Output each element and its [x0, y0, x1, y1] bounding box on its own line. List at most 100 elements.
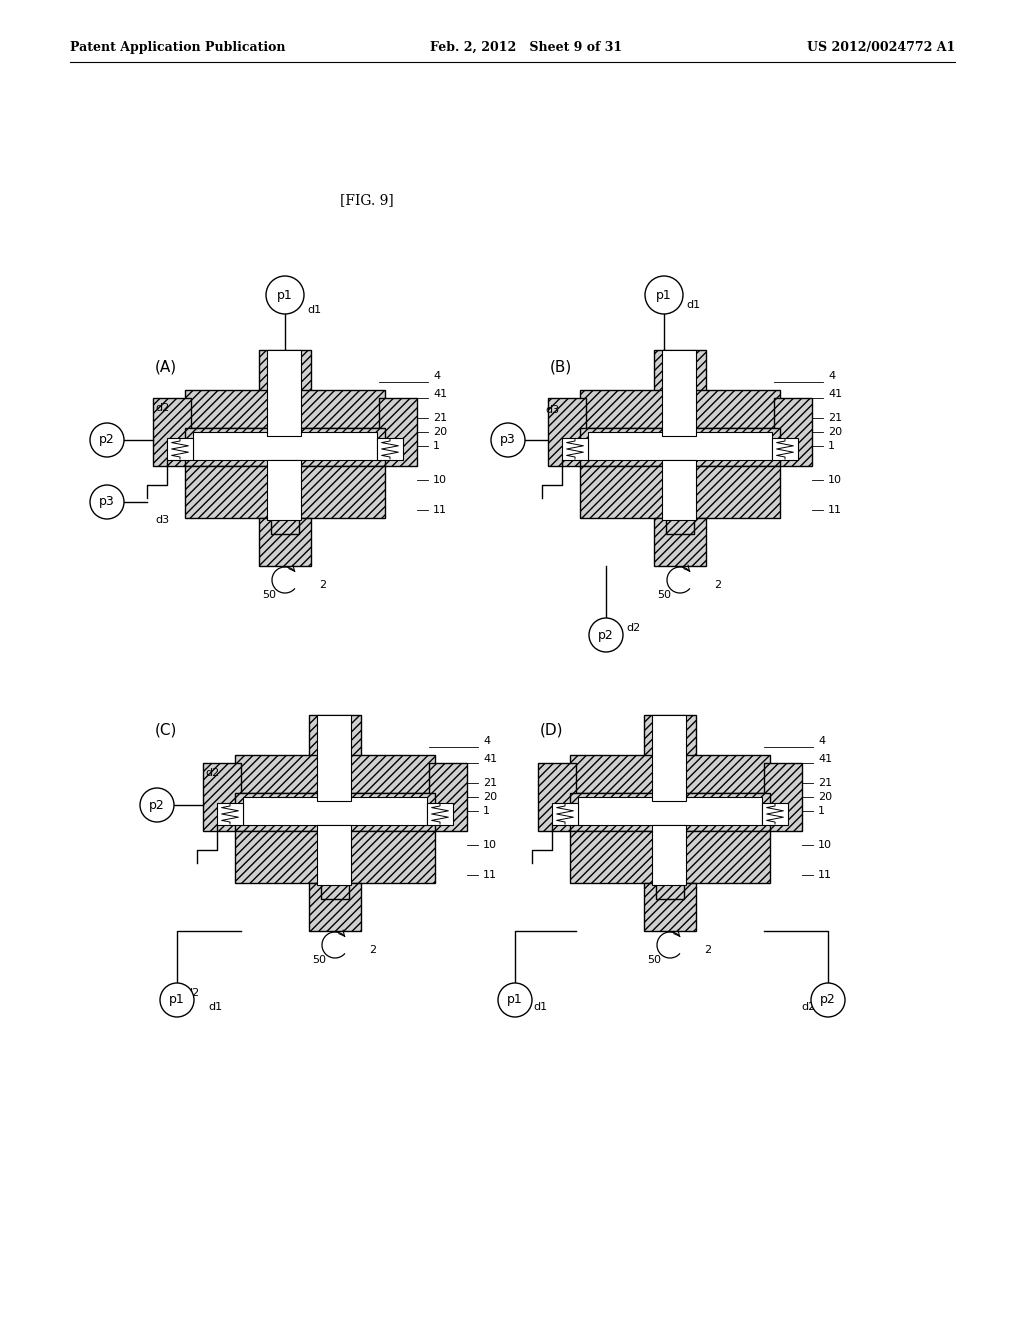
Bar — [652, 715, 686, 801]
Circle shape — [498, 983, 532, 1016]
Text: p1: p1 — [169, 994, 185, 1006]
Bar — [772, 438, 798, 459]
Bar — [652, 825, 686, 884]
Bar — [662, 350, 696, 436]
Text: p1: p1 — [507, 994, 523, 1006]
Bar — [548, 399, 586, 466]
Bar — [570, 832, 770, 883]
Text: (A): (A) — [155, 359, 177, 375]
Bar — [317, 825, 351, 884]
Bar — [309, 715, 361, 756]
Text: p2: p2 — [99, 433, 115, 446]
Text: 2: 2 — [705, 945, 711, 954]
Text: 21: 21 — [483, 777, 497, 788]
Circle shape — [160, 983, 194, 1016]
Text: 1: 1 — [483, 807, 490, 816]
Bar — [570, 755, 770, 793]
Text: 20: 20 — [818, 792, 833, 803]
Bar — [267, 459, 301, 520]
Text: p1: p1 — [278, 289, 293, 301]
Text: 1: 1 — [818, 807, 825, 816]
Text: 10: 10 — [818, 840, 831, 850]
Text: 50: 50 — [262, 590, 276, 601]
Text: 50: 50 — [657, 590, 671, 601]
Text: 4: 4 — [828, 371, 836, 381]
Text: d3: d3 — [156, 515, 170, 525]
Text: d3: d3 — [546, 405, 560, 414]
Bar — [656, 880, 684, 899]
Text: d2: d2 — [206, 768, 220, 777]
Text: d2: d2 — [156, 403, 170, 413]
Bar — [317, 715, 351, 801]
Text: 11: 11 — [828, 506, 842, 515]
Text: (D): (D) — [540, 722, 563, 738]
Text: 20: 20 — [433, 426, 447, 437]
Circle shape — [811, 983, 845, 1016]
Bar — [764, 763, 802, 832]
Circle shape — [589, 618, 623, 652]
Text: 10: 10 — [828, 475, 842, 484]
Bar — [644, 715, 696, 756]
Circle shape — [90, 484, 124, 519]
Text: 50: 50 — [647, 954, 662, 965]
Text: 2: 2 — [369, 945, 376, 954]
Bar — [193, 432, 377, 459]
Text: 11: 11 — [818, 870, 831, 880]
Circle shape — [266, 276, 304, 314]
Text: 4: 4 — [433, 371, 440, 381]
Bar — [377, 438, 403, 459]
Bar — [167, 438, 193, 459]
Bar — [774, 399, 812, 466]
Bar — [243, 797, 427, 825]
Bar — [153, 399, 191, 466]
Text: 10: 10 — [433, 475, 447, 484]
Text: 50: 50 — [312, 954, 326, 965]
Circle shape — [645, 276, 683, 314]
Text: p1: p1 — [656, 289, 672, 301]
Text: 41: 41 — [483, 754, 497, 764]
Text: 11: 11 — [433, 506, 447, 515]
Bar — [217, 803, 243, 825]
Text: Feb. 2, 2012   Sheet 9 of 31: Feb. 2, 2012 Sheet 9 of 31 — [430, 41, 623, 54]
Circle shape — [490, 422, 525, 457]
Bar — [580, 466, 780, 517]
Text: 41: 41 — [828, 389, 842, 399]
Bar — [259, 517, 311, 566]
Bar — [588, 432, 772, 459]
Text: 41: 41 — [818, 754, 833, 764]
Text: d1: d1 — [686, 300, 700, 310]
Text: 10: 10 — [483, 840, 497, 850]
Bar — [762, 803, 788, 825]
Bar — [234, 793, 435, 832]
Bar — [538, 763, 575, 832]
Bar — [552, 803, 578, 825]
Text: 21: 21 — [818, 777, 833, 788]
Bar — [580, 389, 780, 428]
Text: 11: 11 — [483, 870, 497, 880]
Text: p3: p3 — [99, 495, 115, 508]
Text: d2: d2 — [626, 623, 640, 634]
Text: 20: 20 — [828, 426, 842, 437]
Text: 1: 1 — [828, 441, 835, 451]
Text: d2: d2 — [801, 1002, 815, 1012]
Bar — [429, 763, 467, 832]
Bar — [666, 516, 694, 535]
Bar — [578, 797, 762, 825]
Text: [FIG. 9]: [FIG. 9] — [340, 193, 394, 207]
Text: 21: 21 — [433, 413, 447, 422]
Bar — [644, 883, 696, 931]
Text: d1: d1 — [532, 1002, 547, 1012]
Text: 41: 41 — [433, 389, 447, 399]
Text: 4: 4 — [818, 737, 825, 746]
Bar — [309, 883, 361, 931]
Text: (B): (B) — [550, 359, 572, 375]
Bar — [321, 880, 349, 899]
Bar — [580, 428, 780, 466]
Bar — [234, 755, 435, 793]
Bar — [185, 389, 385, 428]
Circle shape — [90, 422, 124, 457]
Text: d1: d1 — [208, 1002, 222, 1012]
Bar — [271, 516, 299, 535]
Bar — [267, 350, 301, 436]
Text: Patent Application Publication: Patent Application Publication — [70, 41, 286, 54]
